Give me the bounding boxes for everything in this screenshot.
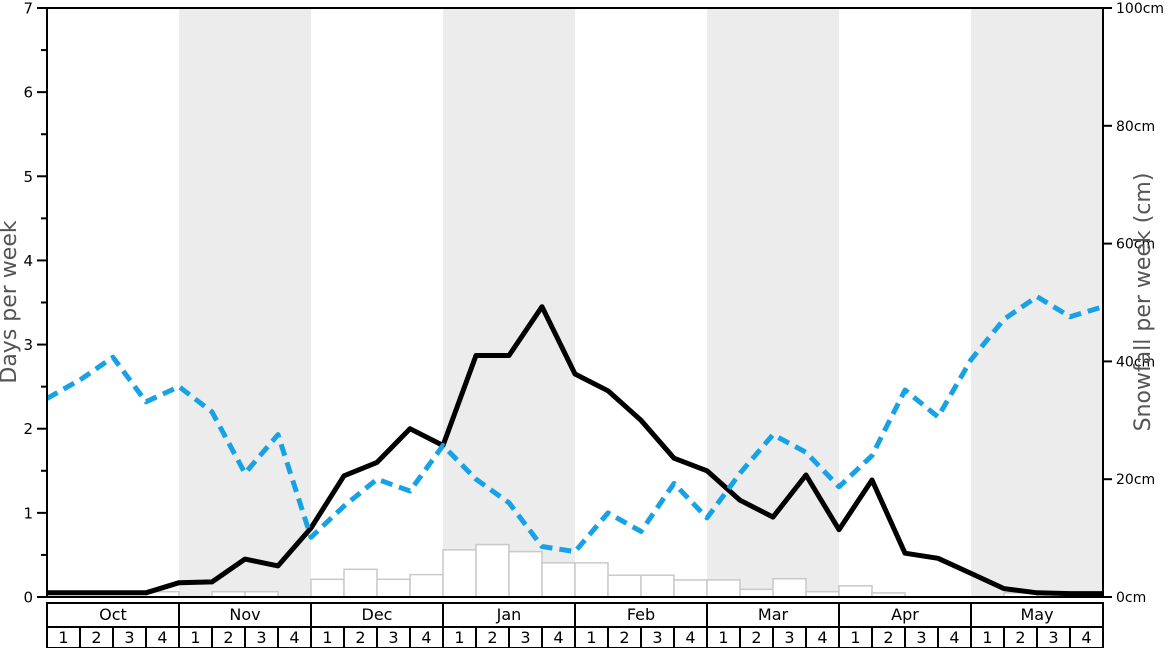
chart-plot-area: 0 1 2 3 4 5 6 7 0cm 20cm 40cm 60cm 80cm 100cm Days pe… (0, 0, 1164, 605)
month-shade-band (707, 8, 839, 597)
left-axis-title: Days per week (0, 220, 22, 383)
right-tick-label: 60cm (1116, 237, 1155, 253)
right-tick-label: 0cm (1116, 590, 1146, 605)
week-cell: 3 (772, 626, 807, 648)
snowfall-bar (706, 579, 741, 598)
month-cell-apr: Apr (838, 602, 972, 628)
week-cell: 3 (1036, 626, 1071, 648)
right-tick-label: 100cm (1116, 1, 1164, 17)
week-cell: 4 (409, 626, 444, 648)
left-tick-label: 7 (23, 0, 33, 18)
week-cell: 1 (46, 626, 81, 648)
week-cell: 2 (739, 626, 774, 648)
snowfall-bar (673, 579, 708, 598)
left-tick-label: 6 (23, 84, 33, 102)
week-cell: 3 (244, 626, 279, 648)
week-cell: 4 (277, 626, 312, 648)
month-cell-nov: Nov (178, 602, 312, 628)
month-cell-feb: Feb (574, 602, 708, 628)
snowfall-bar (739, 588, 774, 598)
left-tick-label: 3 (23, 336, 33, 354)
snowfall-bar (475, 543, 510, 598)
right-axis-title: Snowfall per week (cm) (1131, 173, 1156, 432)
snowfall-bar (640, 574, 675, 598)
axes-group: 0 1 2 3 4 5 6 7 0cm 20cm 40cm 60cm 80cm 100cm (23, 0, 1164, 605)
week-cell: 2 (607, 626, 642, 648)
snowfall-bar (310, 578, 345, 598)
week-cell: 3 (904, 626, 939, 648)
snowfall-bar (607, 574, 642, 598)
days-per-week-solid-line (47, 304, 1103, 597)
right-tick-label: 80cm (1116, 119, 1155, 135)
month-shade-band (179, 8, 311, 597)
week-cell: 2 (79, 626, 114, 648)
week-cell: 2 (1003, 626, 1038, 648)
week-cell: 2 (211, 626, 246, 648)
data-lines-group (45, 294, 1104, 597)
right-tick-label: 20cm (1116, 472, 1155, 488)
week-cell: 4 (1069, 626, 1104, 648)
month-week-table: Oct Nov Dec Jan Feb Mar Apr May 1 2 3 4 1 2 3 4 1 2 3 4 1 2 3 4… (46, 602, 1104, 648)
week-cell: 2 (871, 626, 906, 648)
week-cell: 4 (541, 626, 576, 648)
month-cell-mar: Mar (706, 602, 840, 628)
week-cell: 1 (706, 626, 741, 648)
week-cell: 3 (640, 626, 675, 648)
snowfall-bar (442, 549, 477, 598)
week-cell: 2 (343, 626, 378, 648)
week-cell: 3 (508, 626, 543, 648)
left-tick-label: 5 (23, 168, 33, 186)
snowfall-bar (541, 562, 576, 598)
snowfall-bar (772, 577, 807, 598)
week-cell: 4 (937, 626, 972, 648)
week-cell: 4 (145, 626, 180, 648)
snowfall-bars-group (145, 543, 1038, 598)
week-cell: 1 (178, 626, 213, 648)
week-cell: 1 (838, 626, 873, 648)
snowfall-bar (376, 578, 411, 598)
month-cell-may: May (970, 602, 1104, 628)
week-cell: 4 (673, 626, 708, 648)
month-row: Oct Nov Dec Jan Feb Mar Apr May (46, 602, 1104, 628)
days-per-week-dashed-line (45, 294, 1104, 555)
week-cell: 1 (574, 626, 609, 648)
week-cell: 1 (970, 626, 1005, 648)
snowfall-bar (838, 585, 873, 598)
week-cell: 1 (442, 626, 477, 648)
month-shade-bands (179, 8, 1103, 597)
week-cell: 3 (112, 626, 147, 648)
left-tick-label: 1 (23, 504, 33, 522)
month-shade-band (443, 8, 575, 597)
month-cell-dec: Dec (310, 602, 444, 628)
right-tick-label: 40cm (1116, 354, 1155, 370)
week-cell: 1 (310, 626, 345, 648)
week-cell: 2 (475, 626, 510, 648)
week-cell: 4 (805, 626, 840, 648)
month-shade-band (971, 8, 1103, 597)
left-tick-label: 0 (23, 589, 33, 606)
week-cell: 3 (376, 626, 411, 648)
snowfall-bar (574, 562, 609, 598)
month-cell-oct: Oct (46, 602, 180, 628)
left-tick-label: 2 (23, 420, 33, 438)
left-tick-label: 4 (23, 252, 33, 270)
month-cell-jan: Jan (442, 602, 576, 628)
snowfall-bar (409, 573, 444, 598)
snowfall-bar (508, 550, 543, 598)
snowfall-bar (343, 568, 378, 598)
